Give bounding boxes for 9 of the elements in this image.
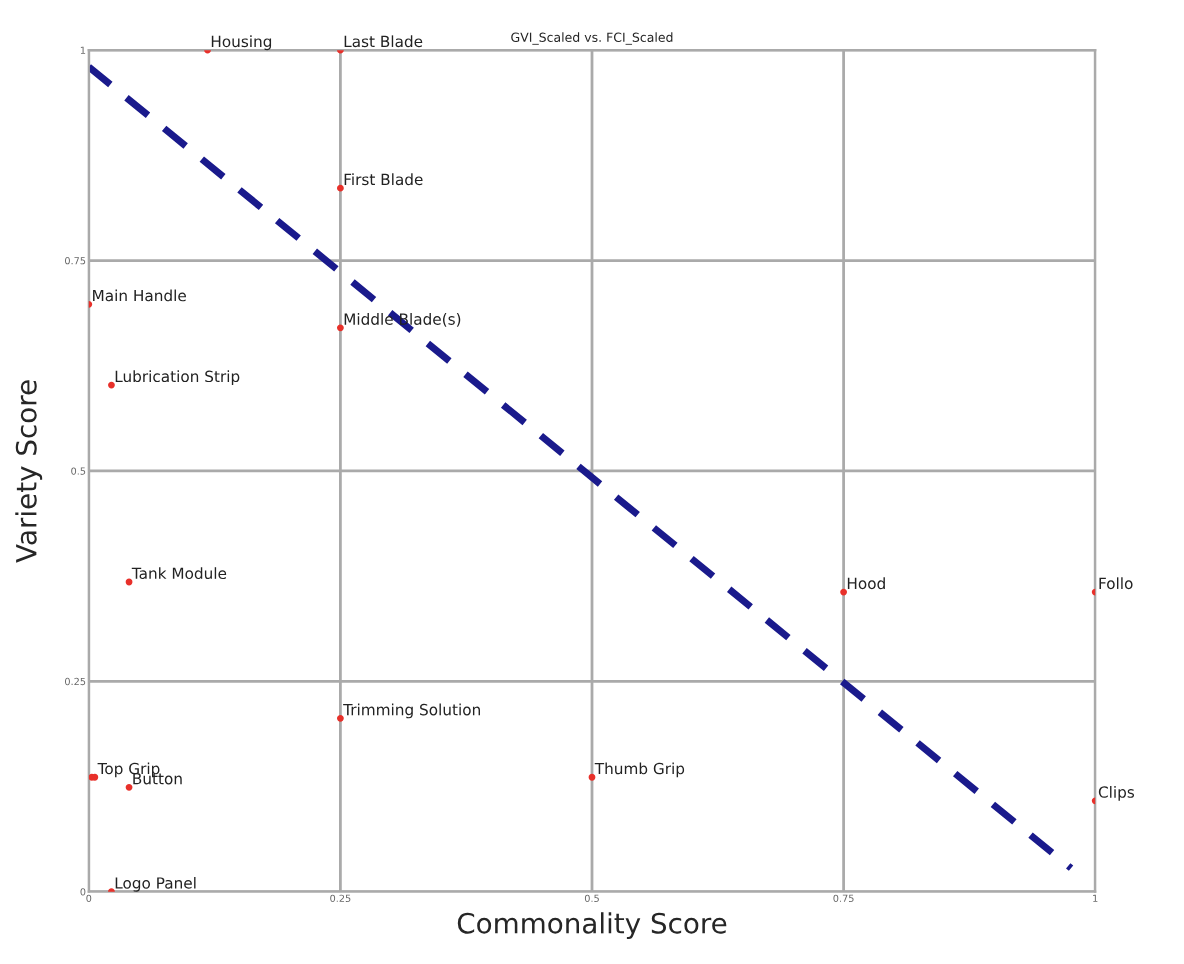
- point: [337, 714, 344, 722]
- x-axis-title: Commonality Score: [457, 912, 727, 940]
- point: [108, 381, 115, 389]
- point: [840, 588, 847, 596]
- point: [337, 184, 344, 192]
- y-axis-title: Variety Score: [15, 380, 43, 563]
- point: [588, 773, 596, 781]
- point: [337, 324, 344, 332]
- point: [125, 783, 133, 791]
